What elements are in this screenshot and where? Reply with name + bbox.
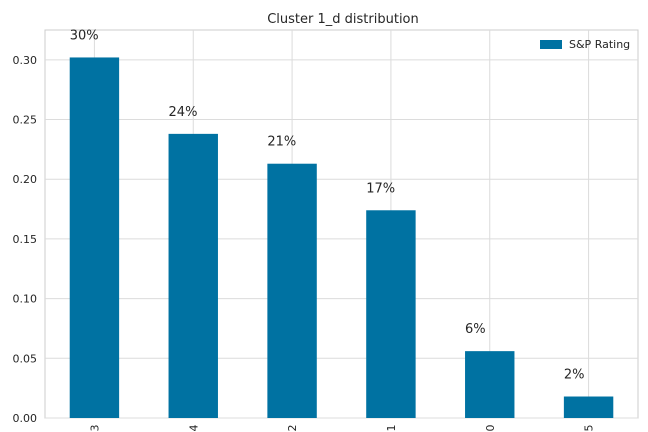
x-tick-label: 0 xyxy=(484,425,497,432)
x-tick-label: 1 xyxy=(385,425,398,432)
data-labels: 30% 24% 21% 17% 6% 2% xyxy=(70,28,585,382)
bar-5 xyxy=(563,396,614,418)
y-tick-label: 0.15 xyxy=(13,233,38,246)
grid xyxy=(45,30,638,419)
x-axis-ticks: 3 4 2 1 0 5 xyxy=(88,425,595,432)
x-tick-label: 4 xyxy=(187,425,200,432)
y-axis-ticks: 0.00 0.05 0.10 0.15 0.20 0.25 0.30 xyxy=(13,54,38,425)
chart-title: Cluster 1_d distribution xyxy=(267,12,419,27)
y-tick-label: 0.10 xyxy=(13,293,38,306)
data-label: 21% xyxy=(267,135,296,150)
x-tick-label: 2 xyxy=(286,425,299,432)
bar-2 xyxy=(267,163,317,418)
y-tick-label: 0.30 xyxy=(13,54,38,67)
y-tick-label: 0.05 xyxy=(13,352,38,365)
data-label: 24% xyxy=(169,105,198,120)
bar-3 xyxy=(69,57,120,418)
plot-area xyxy=(44,29,639,419)
bars xyxy=(69,57,614,418)
data-label: 2% xyxy=(564,368,585,383)
x-tick-label: 3 xyxy=(88,425,101,432)
data-label: 17% xyxy=(366,181,395,196)
legend-label: S&P Rating xyxy=(569,38,630,51)
legend: S&P Rating xyxy=(540,38,630,51)
data-label: 30% xyxy=(70,28,99,43)
bar-4 xyxy=(168,133,218,418)
bar-0 xyxy=(465,351,515,418)
x-tick-label: 5 xyxy=(583,425,596,432)
y-tick-label: 0.00 xyxy=(13,412,38,425)
data-label: 6% xyxy=(465,322,486,337)
legend-swatch xyxy=(540,40,562,49)
y-tick-label: 0.20 xyxy=(13,173,38,186)
y-tick-label: 0.25 xyxy=(13,114,38,127)
bar-1 xyxy=(366,210,416,418)
